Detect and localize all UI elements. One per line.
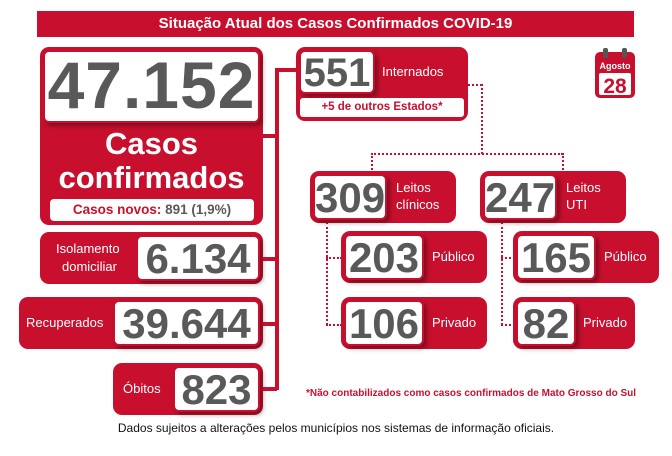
confirmed-cases-card: 47.152 Casos confirmados Casos novos: 89…	[40, 47, 263, 225]
icu-private-value: 82	[522, 300, 570, 347]
new-cases-label: Casos novos:	[72, 202, 162, 217]
connector-vertical	[275, 68, 279, 390]
dotted-connector	[501, 222, 503, 325]
deaths-label: Óbitos	[123, 381, 161, 396]
confirmed-cases-value: 47.152	[47, 48, 256, 122]
confirmed-label-line1: Casos	[104, 126, 199, 161]
other-states-line: +5 de outros Estados*	[300, 98, 464, 117]
clinical-public-card: 203 Público	[341, 231, 487, 283]
dotted-connector	[468, 84, 482, 86]
icu-public-card: 165 Público	[513, 231, 659, 283]
hospitalized-label: Internados	[382, 64, 444, 79]
dotted-connector	[326, 324, 342, 326]
recovered-number-box: 39.644	[113, 300, 260, 346]
calendar-icon: Agosto 28	[594, 47, 636, 99]
connector-deaths	[263, 387, 277, 391]
icu-public-number-box: 165	[516, 234, 596, 280]
clinical-beds-number-box: 309	[313, 174, 387, 220]
recovered-value: 39.644	[122, 300, 251, 347]
new-cases-value: 891 (1,9%)	[165, 202, 232, 217]
icu-beds-label-line1: Leitos	[566, 180, 601, 195]
dotted-connector	[326, 222, 328, 325]
clinical-beds-value: 309	[315, 174, 386, 221]
hospitalized-value: 551	[303, 51, 371, 95]
icu-private-label: Privado	[583, 315, 628, 330]
clinical-public-number-box: 203	[344, 234, 424, 280]
dotted-connector	[371, 153, 373, 173]
deaths-number-box: 823	[173, 366, 260, 412]
clinical-beds-label-line1: Leitos	[396, 180, 431, 195]
dotted-connector	[371, 153, 563, 155]
confirmed-number-box: 47.152	[43, 50, 260, 123]
home-isolation-label-line1: Isolamento	[56, 241, 120, 256]
dotted-connector	[326, 257, 342, 259]
connector-main	[263, 134, 277, 138]
clinical-private-label: Privado	[432, 315, 477, 330]
connector-isolation	[263, 257, 277, 261]
icu-private-card: 82 Privado	[513, 297, 635, 349]
icu-private-number-box: 82	[516, 300, 576, 346]
dotted-connector	[501, 257, 515, 259]
deaths-value: 823	[181, 366, 252, 413]
disclaimer: Dados sujeitos a alterações pelos municí…	[117, 421, 555, 435]
dotted-connector	[481, 84, 483, 154]
clinical-public-value: 203	[348, 234, 420, 281]
icu-beds-number-box: 247	[483, 174, 557, 220]
hospitalized-number-box: 551	[299, 50, 375, 94]
page-title: Situação Atual dos Casos Confirmados COV…	[37, 11, 634, 37]
recovered-label: Recuperados	[26, 315, 104, 330]
clinical-beds-card: 309 Leitos clínicos	[310, 171, 456, 223]
dotted-connector	[501, 324, 515, 326]
clinical-private-number-box: 106	[344, 300, 424, 346]
deaths-card: Óbitos 823	[113, 363, 263, 415]
clinical-private-value: 106	[348, 300, 420, 347]
clinical-public-label: Público	[432, 249, 475, 264]
clinical-beds-label-line2: clínicos	[396, 197, 440, 212]
icu-public-label: Público	[604, 249, 647, 264]
footnote: *Não contabilizados como casos confirmad…	[306, 388, 637, 399]
home-isolation-card: Isolamento domiciliar 6.134	[40, 232, 263, 284]
home-isolation-label-line2: domiciliar	[62, 259, 117, 274]
icu-beds-label-line2: UTI	[566, 197, 587, 212]
hospitalized-card: 551 Internados +5 de outros Estados*	[296, 47, 468, 121]
dotted-connector	[562, 153, 564, 173]
calendar-day: 28	[603, 75, 627, 98]
connector-internados	[275, 68, 297, 72]
icu-public-value: 165	[520, 234, 592, 281]
new-cases-line: Casos novos: 891 (1,9%)	[50, 199, 254, 221]
recovered-card: Recuperados 39.644	[19, 297, 263, 349]
icu-beds-card: 247 Leitos UTI	[480, 171, 626, 223]
home-isolation-value: 6.134	[145, 235, 251, 282]
calendar-month: Agosto	[600, 61, 631, 71]
clinical-private-card: 106 Privado	[341, 297, 487, 349]
icu-beds-value: 247	[485, 174, 556, 221]
confirmed-label-line2: confirmados	[58, 160, 245, 195]
connector-recovered	[263, 322, 277, 326]
home-isolation-number-box: 6.134	[136, 235, 260, 281]
